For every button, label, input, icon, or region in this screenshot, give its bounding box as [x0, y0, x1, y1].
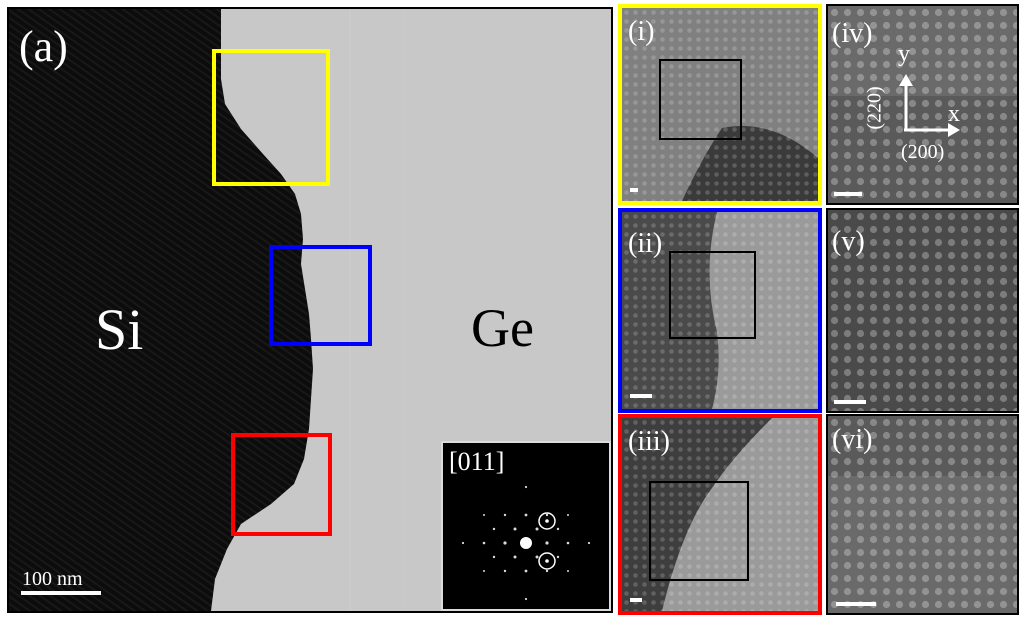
ge-region-label: Ge [471, 298, 534, 358]
scalebar-v [834, 400, 866, 404]
axis-y-plane-label: (220) [863, 86, 886, 130]
diffraction-pattern [443, 443, 609, 609]
panel-label-v: (v) [832, 226, 865, 257]
main-micrograph-panel: (a) Si Ge 100 nm [7, 7, 613, 613]
panel-label-ii: (ii) [628, 228, 663, 259]
axis-y-label: y [898, 41, 910, 67]
scalebar-iii [630, 598, 642, 602]
zoom-panel-iii: (iii) [618, 414, 822, 615]
axis-x-plane-label: (200) [901, 141, 945, 163]
diffraction-inset: [011] [441, 441, 611, 611]
detail-image-v [828, 210, 1017, 411]
scalebar-vi [836, 602, 876, 606]
zoom-image-ii [622, 212, 818, 409]
yellow-region-box [212, 49, 330, 186]
panel-label-a: (a) [19, 22, 68, 71]
scalebar-ii [630, 394, 652, 398]
scalebar-iv [834, 192, 862, 196]
scalebar [21, 591, 101, 595]
scalebar-i [630, 188, 638, 192]
panel-label-iv: (iv) [832, 18, 873, 49]
panel-label-i: (i) [628, 16, 655, 47]
detail-panel-v: (v) [826, 208, 1019, 413]
detail-image-iv [828, 6, 1017, 203]
zoom-panel-i: (i) [618, 4, 822, 205]
panel-label-vi: (vi) [832, 424, 873, 455]
zone-axis-label: [011] [449, 447, 505, 476]
si-region-label: Si [95, 297, 144, 362]
zoom-panel-ii: (ii) [618, 208, 822, 413]
axis-x-label: x [948, 101, 960, 127]
red-region-box [231, 433, 332, 536]
zoom-image-iii [622, 418, 818, 611]
scalebar-label: 100 nm [22, 568, 83, 590]
panel-label-iii: (iii) [628, 426, 670, 457]
blue-region-box [269, 245, 372, 346]
detail-panel-vi: (vi) [826, 414, 1019, 615]
micrograph-image [9, 9, 611, 611]
detail-image-vi [828, 416, 1017, 613]
zoom-image-i [622, 8, 818, 201]
detail-panel-iv: (iv) y x (220) (200) [826, 4, 1019, 205]
